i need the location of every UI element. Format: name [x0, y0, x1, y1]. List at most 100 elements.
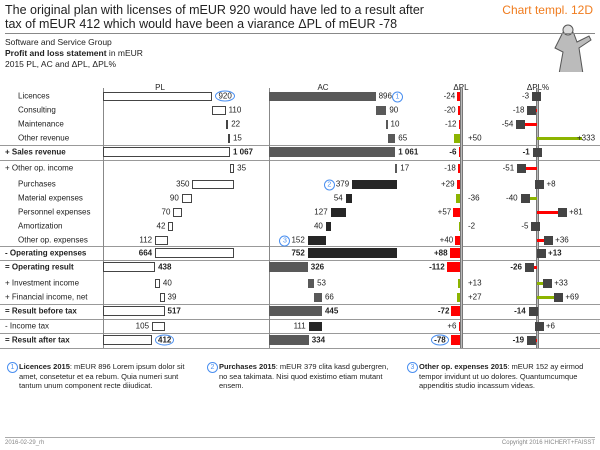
row-separator — [0, 319, 600, 320]
row-label: Other op. expenses — [18, 235, 88, 245]
pl-value-label: 438 — [158, 262, 172, 272]
ac-bar — [352, 179, 398, 189]
ac-bar — [307, 248, 398, 258]
ac-bar — [330, 207, 346, 217]
dplp-marker — [527, 105, 537, 115]
row-label: Amortization — [18, 221, 63, 231]
dplp-value-label: -18 — [512, 105, 525, 115]
dplp-marker — [535, 179, 545, 189]
annotation-marker: 3 — [279, 235, 291, 247]
dpl-bar — [456, 292, 460, 302]
dpl-bar — [451, 306, 460, 316]
ac-bar — [269, 91, 376, 101]
dplp-value-label: -14 — [514, 306, 526, 316]
row-label: Purchases — [18, 179, 56, 189]
dplp-value-label: -40 — [506, 193, 518, 203]
row-label: = Result before tax — [5, 306, 77, 316]
dplp-pin — [537, 136, 582, 140]
footer-date: 2016-02-29_rh — [5, 440, 45, 446]
ac-bar — [387, 133, 396, 143]
dplp-pin — [521, 166, 537, 170]
note-text: : mEUR 152 ay eirmod tempor invidunt ut … — [419, 362, 584, 390]
ac-value-label: 445 — [324, 306, 339, 316]
ac-value-label: 65 — [398, 133, 408, 143]
dplp-value-label: -26 — [510, 262, 522, 272]
dpl-value-label: +57 — [437, 207, 452, 217]
pl-bar — [103, 306, 165, 316]
dpl-value-label: -72 — [437, 306, 450, 316]
note-title: Licences 2015 — [19, 362, 70, 371]
ac-value-label: 326 — [310, 262, 325, 272]
dplp-axis — [536, 88, 539, 348]
annotation-marker: 1 — [391, 91, 403, 103]
pl-bar — [103, 91, 213, 101]
row-label: + Sales revenue — [5, 147, 66, 157]
pl-value-label: 42 — [156, 221, 166, 231]
note-text: : mEUR 896 Lorem ipsum dolor sit amet, c… — [19, 362, 185, 390]
dpl-value-label: -20 — [444, 105, 456, 115]
row-label: = Operating result — [5, 262, 74, 272]
ac-value-label: 152 3 — [279, 235, 305, 247]
pl-bar — [159, 292, 165, 302]
dplp-marker — [528, 306, 538, 316]
ac-bar — [269, 306, 322, 316]
dplp-pin — [537, 238, 549, 242]
pl-axis — [103, 88, 104, 348]
pl-value-label: 112 — [139, 235, 153, 245]
dplp-marker — [517, 163, 527, 173]
row-separator — [0, 333, 600, 334]
dpl-bar — [455, 235, 460, 245]
dpl-bar — [457, 91, 460, 101]
dpl-bar — [458, 278, 460, 288]
dplp-pin — [524, 196, 537, 200]
pl-bar — [103, 335, 153, 345]
pl-bar — [168, 221, 174, 231]
pl-value-label: 15 — [232, 133, 242, 143]
pl-bar — [103, 262, 156, 272]
company-name: Software and Service Group — [5, 37, 112, 47]
dplp-value-label: +69 — [565, 292, 579, 302]
row-separator — [0, 260, 600, 261]
dpl-value-label: +29 — [440, 179, 455, 189]
dpl-value-label: +88 — [433, 248, 448, 258]
dpl-value-label: +40 — [439, 235, 454, 245]
row-separator — [0, 246, 600, 247]
dplp-marker — [544, 235, 554, 245]
ac-value-label: 40 — [313, 221, 323, 231]
dplp-value-label: -51 — [502, 163, 515, 173]
row-label: Licences — [18, 91, 50, 101]
dpl-bar — [455, 193, 460, 203]
dpl-bar — [454, 133, 460, 143]
ac-value-label: 66 — [324, 292, 334, 302]
pl-value-label: 39 — [167, 292, 177, 302]
dplp-value-label: +6 — [545, 321, 555, 331]
note-2: 2 Purchases 2015: mEUR 379 clita kasd gub… — [207, 362, 394, 391]
ac-bar — [307, 235, 326, 245]
dpl-value-label: -24 — [443, 91, 456, 101]
note-marker: 2 — [207, 362, 218, 373]
pl-bar — [155, 248, 235, 258]
row-separator — [0, 160, 600, 161]
row-separator — [0, 348, 600, 349]
row-label: - Income tax — [5, 321, 50, 331]
note-text: : mEUR 379 clita kasd gubergren, no sea … — [219, 362, 389, 390]
pl-value-label: 412 — [155, 334, 175, 346]
ac-value-label: 1 061 — [398, 147, 419, 157]
annotation-marker: 2 — [323, 179, 335, 191]
pl-value-label: 105 — [135, 321, 150, 331]
row-label: + Financial income, net — [5, 292, 88, 302]
dplp-marker — [516, 119, 526, 129]
ac-axis — [269, 88, 270, 348]
note-title: Purchases 2015 — [219, 362, 276, 371]
ac-value-label: 752 — [291, 248, 305, 258]
pl-value-label: 90 — [169, 193, 179, 203]
ac-bar — [269, 335, 309, 345]
pl-value-label: 350 — [176, 179, 190, 189]
pl-bar — [228, 133, 231, 143]
ac-bar — [314, 292, 322, 302]
row-label: Other revenue — [18, 133, 70, 143]
ac-bar — [395, 163, 398, 173]
dplp-value-label: -1 — [522, 147, 530, 157]
dplp-value-label: -3 — [521, 91, 530, 101]
dplp-marker — [532, 147, 542, 157]
